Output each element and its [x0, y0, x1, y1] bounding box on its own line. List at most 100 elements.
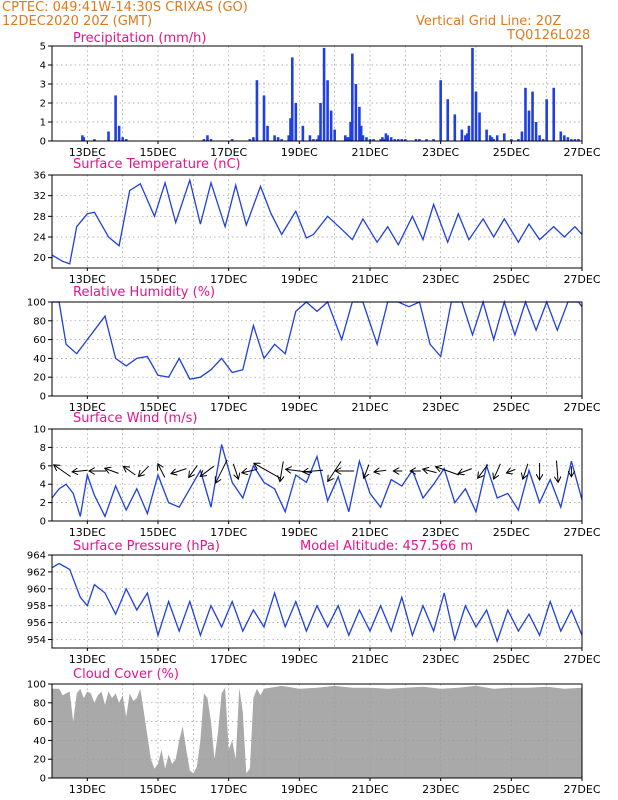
precip-bar — [439, 80, 442, 141]
y-tick-label: 0 — [40, 517, 46, 528]
precip-bar — [418, 139, 421, 141]
panel-title: Surface Temperature (nC) — [73, 157, 241, 172]
precip-bar — [209, 139, 213, 141]
precip-bar — [552, 87, 556, 141]
x-tick-label: 13DEC — [69, 273, 106, 286]
precip-bar — [276, 137, 280, 141]
wind-arrow — [478, 464, 489, 478]
x-tick-label: 17DEC — [210, 526, 247, 539]
y-tick-label: 20 — [33, 373, 46, 384]
x-tick-label: 25DEC — [493, 783, 530, 796]
wind-arrow — [189, 465, 198, 476]
panel-title: Cloud Cover (%) — [73, 667, 179, 682]
y-tick-label: 0 — [40, 774, 46, 785]
y-tick-label: 2 — [40, 99, 46, 110]
y-tick-label: 60 — [33, 335, 46, 346]
precip-bar — [262, 95, 266, 141]
precip-bar — [252, 137, 255, 141]
x-tick-label: 15DEC — [139, 526, 176, 539]
precip-bar — [280, 139, 283, 141]
wind-arrow — [139, 465, 150, 476]
precip-bar — [566, 137, 570, 141]
x-tick-label: 27DEC — [563, 146, 600, 159]
precip-bar — [464, 135, 467, 141]
x-tick-label: 25DEC — [493, 401, 530, 414]
x-tick-label: 19DEC — [281, 401, 318, 414]
precip-bar — [333, 129, 336, 141]
x-tick-label: 23DEC — [422, 401, 459, 414]
x-tick-label: 13DEC — [69, 146, 106, 159]
series-line — [51, 562, 583, 644]
x-tick-label: 23DEC — [422, 146, 459, 159]
precip-bar — [315, 139, 319, 141]
precip-bar — [538, 135, 541, 141]
precip-bar — [290, 57, 294, 141]
x-tick-label: 17DEC — [210, 653, 247, 666]
precip-bar — [114, 95, 117, 141]
x-tick-label: 13DEC — [69, 401, 106, 414]
panel-2: 0 20 40 60 80 100 13DEC 15DEC 17DEC 19DEC 21DEC 23D… — [27, 285, 601, 414]
y-tick-label: 80 — [33, 316, 46, 327]
x-tick-label: 25DEC — [493, 653, 530, 666]
wind-arrow — [73, 470, 88, 472]
x-tick-label: 25DEC — [493, 146, 530, 159]
x-tick-label: 19DEC — [281, 146, 318, 159]
panel-1: 20 24 28 32 36 13DEC 15DEC 17DEC 19DEC 21DEC 23DEC… — [33, 157, 601, 286]
precip-bar — [287, 135, 291, 141]
precip-bar — [359, 125, 363, 141]
precip-bar — [502, 133, 506, 141]
precip-bar — [379, 139, 382, 141]
precip-bar — [460, 129, 464, 141]
precip-bar — [577, 139, 580, 141]
panel-title: Precipitation (mm/h) — [73, 31, 206, 46]
x-tick-label: 21DEC — [351, 401, 388, 414]
precip-bar — [345, 137, 349, 141]
precip-bar — [230, 139, 234, 141]
precip-bar — [485, 129, 488, 141]
precip-bar — [312, 139, 315, 141]
y-tick-label: 962 — [27, 567, 46, 578]
wind-arrow — [304, 470, 324, 472]
y-tick-label: 6 — [40, 461, 46, 472]
panel-frame — [51, 174, 583, 269]
y-tick-label: 32 — [33, 191, 46, 202]
series-line — [51, 177, 583, 265]
precip-bar — [570, 139, 573, 141]
x-tick-label: 21DEC — [351, 653, 388, 666]
panel-frame — [51, 428, 583, 522]
precip-bar — [202, 139, 206, 141]
precip-bar — [329, 110, 333, 141]
panel-5: 0 20 40 60 80 100 13DEC 15DEC 17DEC 19DEC 21DEC 23D… — [27, 667, 601, 796]
x-tick-label: 19DEC — [281, 273, 318, 286]
y-tick-label: 954 — [27, 635, 46, 646]
precip-bar — [255, 80, 259, 141]
wind-arrow — [437, 467, 460, 476]
precip-bar — [393, 139, 397, 141]
x-tick-label: 17DEC — [210, 273, 247, 286]
precip-bar — [534, 122, 538, 141]
panel-title: Relative Humidity (%) — [73, 285, 215, 300]
model-altitude-label: Model Altitude: 457.566 m — [300, 539, 473, 554]
y-tick-label: 956 — [27, 618, 46, 629]
precip-bar — [301, 125, 305, 141]
precip-bar — [273, 135, 276, 141]
x-tick-label: 13DEC — [69, 783, 106, 796]
precip-bar — [368, 139, 372, 141]
y-tick-label: 4 — [40, 480, 46, 491]
precip-bar — [372, 139, 375, 141]
precip-bar — [545, 99, 548, 141]
precip-bar — [573, 139, 577, 141]
precip-bar — [308, 135, 312, 141]
precip-bar — [365, 137, 368, 141]
header-date: 12DEC2020 20Z (GMT) — [2, 14, 153, 29]
precip-bar — [471, 47, 474, 141]
x-tick-label: 25DEC — [493, 273, 530, 286]
panel-title: Surface Wind (m/s) — [73, 411, 197, 426]
y-tick-label: 20 — [33, 253, 46, 264]
header-station: CPTEC: 049:41W-14:30S CRIXAS (GO) — [2, 0, 248, 15]
wind-arrow — [243, 469, 258, 472]
precip-bar — [488, 135, 492, 141]
y-tick-label: 958 — [27, 601, 46, 612]
y-tick-label: 100 — [27, 680, 46, 691]
y-tick-label: 1 — [40, 118, 46, 129]
